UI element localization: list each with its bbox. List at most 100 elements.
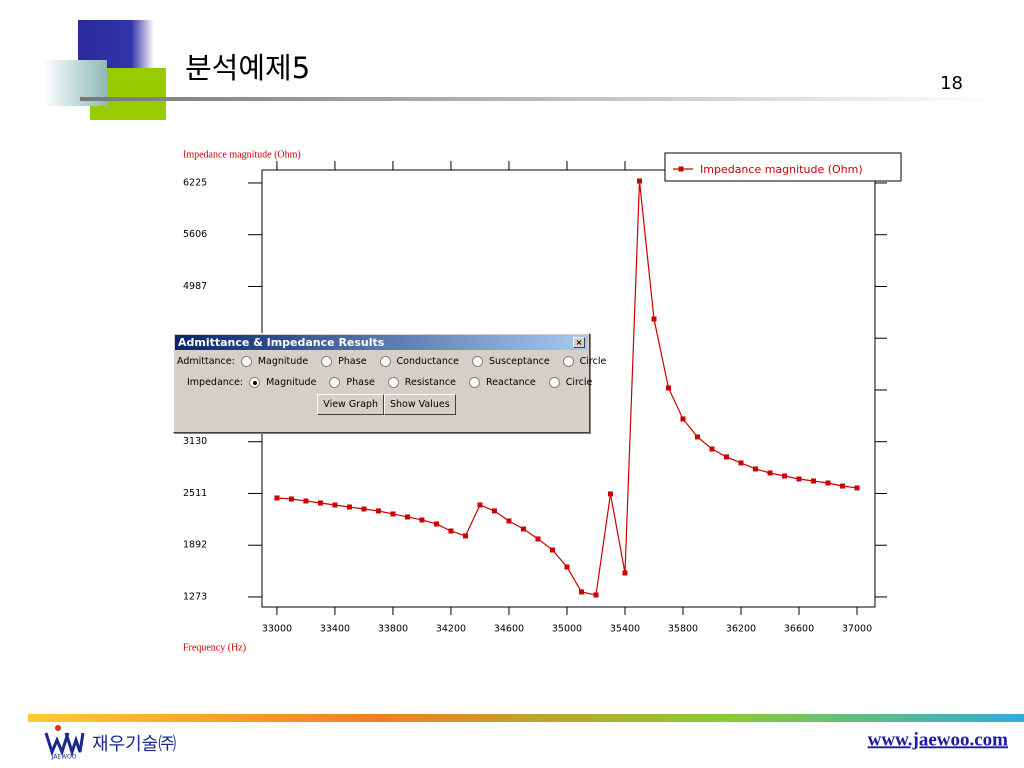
company-name: 재우기술㈜ [92,734,176,755]
data-point [723,454,729,460]
data-point [709,446,715,452]
y-tick-label: 3130 [183,436,207,447]
x-tick-label: 35800 [668,624,698,635]
data-point [767,470,773,476]
website-link[interactable]: www.jaewoo.com [868,729,1009,750]
dialog-title: Admittance & Impedance Results × [175,335,588,350]
x-tick-label: 36600 [784,624,814,635]
legend-label: Impedance magnitude (Ohm) [700,163,863,176]
slide-title: 분석예제5 [185,51,310,85]
option-label: Susceptance [488,356,550,367]
dialog-button[interactable]: Show Values [384,394,456,415]
data-point [361,506,367,512]
dialog-button[interactable]: View Graph [317,394,384,415]
data-point [317,500,323,506]
radio-option[interactable]: Reactance [469,377,536,388]
data-point [433,521,439,527]
data-point [477,502,483,508]
x-tick-label: 33000 [262,624,292,635]
radio-button[interactable] [469,377,480,388]
y-tick-label: 4987 [183,281,207,292]
admittance-row: Admittance: Magnitude Phase Conductance Susc… [174,351,606,372]
y-tick-label: 2511 [183,488,207,499]
impedance-row: Impedance: Magnitude Phase Resistance Reacta… [174,372,592,393]
radio-button[interactable] [387,377,399,388]
data-point [520,526,526,532]
data-point [694,434,700,440]
data-point [549,547,555,553]
close-button[interactable]: × [573,337,585,348]
legend-marker [678,166,684,172]
y-tick-label: 6225 [183,177,207,188]
x-tick-label: 35000 [552,624,582,635]
dialog-title-text: Admittance & Impedance Results [178,336,385,349]
option-label: Circle [579,356,607,367]
radio-option[interactable]: Phase [329,377,375,388]
row-label: Admittance: [177,356,235,367]
title-rule [80,97,1000,101]
radio-option[interactable]: Phase [321,356,367,367]
data-point [854,485,860,491]
radio-option[interactable]: Magnitude [240,356,309,367]
option-label: Resistance [404,377,456,388]
radio-button[interactable] [249,377,261,388]
radio-button[interactable] [471,356,483,367]
radio-option[interactable]: Resistance [387,377,456,388]
logo [44,732,85,757]
x-tick-label: 34200 [436,624,466,635]
option-label: Phase [338,356,367,367]
data-point [622,570,628,576]
data-point [593,592,599,598]
data-point [462,533,468,539]
x-tick-label: 35400 [610,624,640,635]
x-tick-label: 34600 [494,624,524,635]
data-point [811,478,817,484]
data-point [665,385,671,391]
option-label: Magnitude [266,377,317,388]
x-tick-label: 36200 [726,624,756,635]
y-tick-label: 5606 [183,229,207,240]
radio-button[interactable] [321,356,333,367]
data-point [535,536,541,542]
footer-stripe [28,714,1024,722]
option-label: Phase [346,377,375,388]
data-point [636,178,642,184]
radio-button[interactable] [548,377,560,388]
radio-option[interactable]: Circle [562,356,607,367]
legend-box [664,152,902,182]
y-tick-label: 1273 [183,591,207,602]
button-row: View Graph Show Values [184,394,589,415]
radio-button[interactable] [379,356,391,367]
data-point [796,476,802,482]
row-label: Impedance: [187,377,244,388]
y-axis-title: Impedance magnitude (Ohm) [183,149,301,160]
option-label: Magnitude [257,356,309,367]
logo-text: JAEWOO [51,754,77,761]
data-point [840,483,846,489]
radio-button[interactable] [240,356,252,367]
data-point [753,466,759,472]
option-label: Circle [565,377,593,388]
data-point [448,528,454,534]
data-point [680,416,686,422]
radio-button[interactable] [329,377,341,388]
option-label: Reactance [486,377,536,388]
radio-option[interactable]: Conductance [379,356,459,367]
radio-option[interactable]: Circle [548,377,593,388]
data-point [288,496,294,502]
x-tick-label: 37000 [842,624,872,635]
data-point [607,491,613,497]
radio-option[interactable]: Susceptance [471,356,550,367]
radio-option[interactable]: Magnitude [249,377,316,388]
data-point [419,517,425,523]
data-point [738,460,744,466]
data-point [506,518,512,524]
data-point [404,514,410,520]
data-point [491,508,497,514]
option-label: Conductance [396,356,459,367]
data-point [375,508,381,514]
radio-button[interactable] [562,356,574,367]
data-point [390,511,396,517]
data-point [346,504,352,510]
